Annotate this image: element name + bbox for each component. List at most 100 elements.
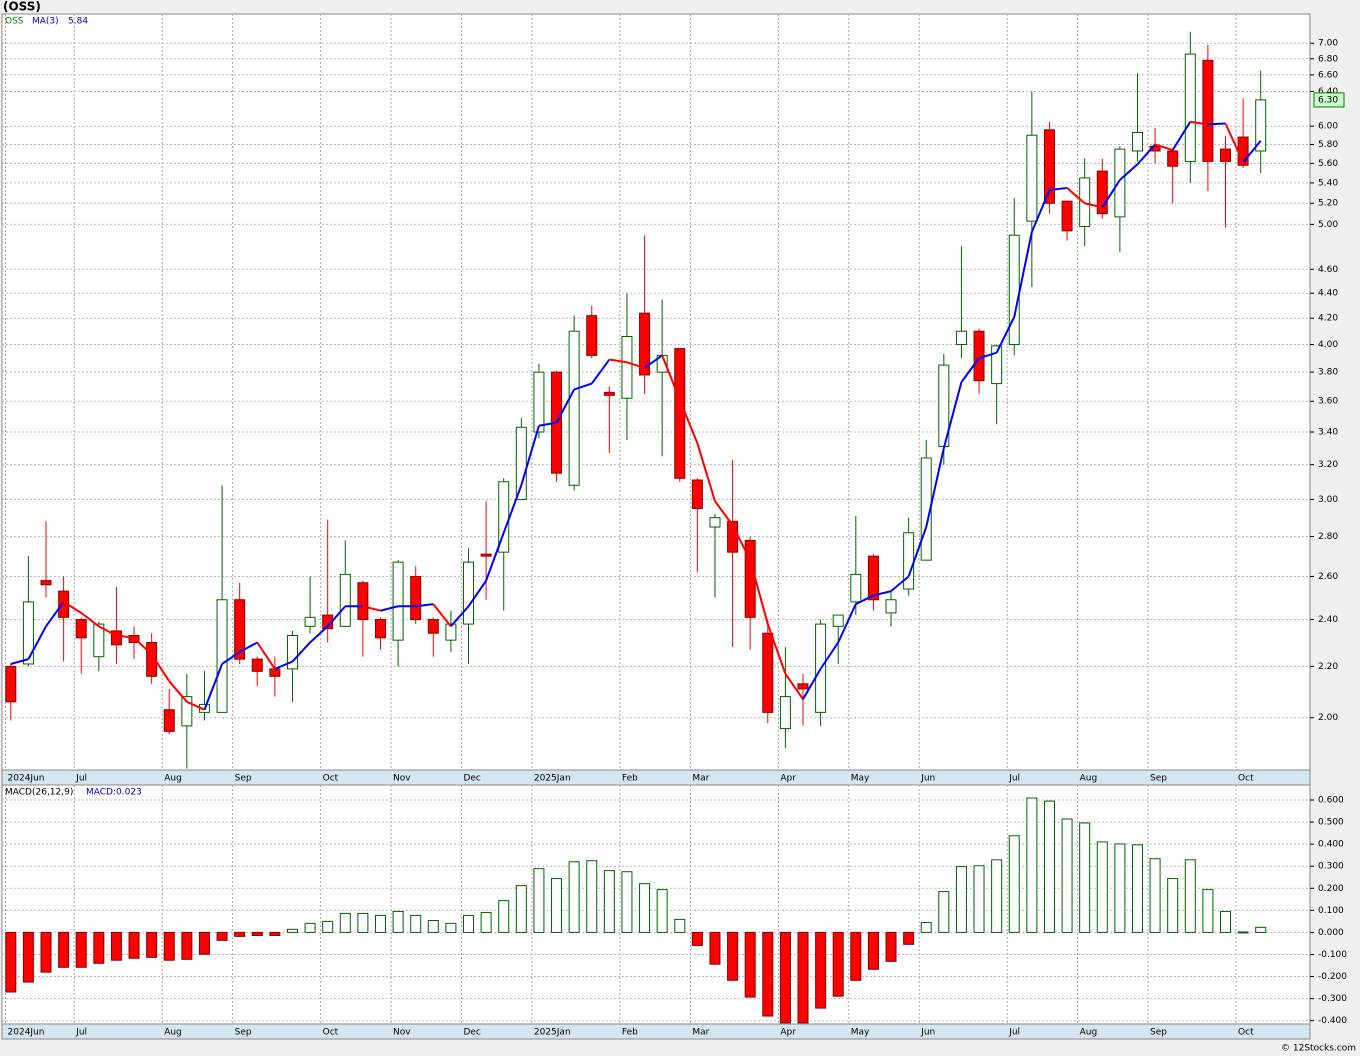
macd-bar — [515, 885, 527, 933]
legend-name: MACD(26,12,9) — [5, 788, 73, 798]
y-tick-label: -0.400 — [1318, 1016, 1347, 1026]
macd-bar — [938, 891, 950, 933]
candle-body — [110, 630, 122, 646]
x-tick-label: May — [851, 774, 870, 784]
ma-segment — [714, 500, 734, 526]
y-tick-label: 6.60 — [1318, 70, 1338, 80]
y-tick-label: 4.00 — [1318, 340, 1338, 350]
y-tick-label: 6.00 — [1318, 122, 1338, 132]
ma-segment — [925, 447, 945, 528]
ma-segment — [362, 605, 381, 612]
y-tick-label: 0.600 — [1318, 796, 1344, 806]
y-tick-label: 6.80 — [1318, 54, 1338, 64]
last-price-label: 6.30 — [1318, 95, 1338, 105]
legend-value: MACD:0.023 — [86, 788, 142, 798]
ma-segment — [802, 668, 822, 700]
macd-bar — [1043, 800, 1055, 933]
candle-body — [991, 345, 1003, 385]
macd-bar — [463, 914, 475, 933]
macd-bar — [5, 931, 17, 993]
ma-segment — [609, 358, 628, 364]
macd-bar — [304, 922, 316, 933]
y-tick-label: 0.500 — [1318, 818, 1344, 828]
ma-segment — [960, 357, 980, 383]
y-tick-label: 0.000 — [1318, 928, 1344, 938]
ma-segment — [1207, 122, 1226, 126]
candle-body — [1131, 132, 1143, 152]
y-tick-label: 0.300 — [1318, 862, 1344, 872]
ma-segment — [432, 603, 452, 627]
y-tick-label: 2.40 — [1318, 615, 1338, 625]
macd-bar — [445, 922, 457, 933]
ma-segment — [749, 559, 769, 625]
macd-bar — [216, 931, 228, 941]
ma-segment — [766, 623, 787, 675]
macd-bar — [568, 861, 580, 933]
macd-bar — [410, 914, 422, 933]
ma-segment — [907, 526, 928, 577]
ma-segment — [1049, 186, 1068, 191]
ma-segment — [1190, 120, 1209, 126]
candle-body — [867, 555, 879, 601]
candle-body — [146, 641, 158, 677]
x-tick-label: Dec — [463, 774, 480, 784]
candle-body — [1096, 170, 1108, 215]
ma-segment — [326, 605, 347, 627]
candle-body — [797, 683, 809, 690]
candle-body — [515, 426, 527, 500]
macd-bar — [1237, 931, 1249, 934]
macd-bar — [1096, 841, 1108, 933]
legend-ma: MA(3) — [32, 17, 59, 27]
ma-segment — [590, 358, 611, 385]
candle-body — [392, 561, 404, 641]
x-tick-label: Mar — [692, 1028, 709, 1038]
macd-bar — [1184, 859, 1196, 933]
macd-bar — [93, 931, 105, 964]
macd-bar — [762, 931, 774, 1017]
date-strip — [1, 769, 1311, 786]
candle-body — [1167, 150, 1179, 167]
macd-bar — [181, 931, 193, 960]
macd-bar — [885, 931, 897, 962]
macd-bar — [903, 931, 915, 945]
ma-segment — [63, 601, 82, 614]
candle-body — [304, 616, 316, 627]
ma-segment — [573, 382, 593, 391]
candle-body — [955, 330, 967, 346]
y-tick-label: 2.60 — [1318, 572, 1338, 582]
x-tick-label: Aug — [164, 1028, 182, 1038]
candle-body — [286, 635, 298, 670]
ma-segment — [520, 425, 540, 486]
candle-body — [586, 315, 598, 356]
candle-body — [427, 619, 439, 634]
x-tick-label: Oct — [323, 1028, 339, 1038]
candle-body — [973, 330, 985, 382]
candle-body — [216, 599, 228, 713]
ma-segment — [1154, 143, 1173, 152]
ma-segment — [45, 601, 65, 627]
candle-body — [463, 561, 475, 625]
x-tick-label: Aug — [1080, 1028, 1098, 1038]
ma-segment — [380, 605, 399, 612]
candle-body — [163, 709, 175, 732]
x-tick-label: May — [851, 1028, 870, 1038]
macd-bar — [1061, 818, 1073, 933]
x-tick-label: 2024Jun — [8, 774, 45, 784]
macd-bar — [797, 931, 809, 1024]
ma-segment — [10, 658, 29, 665]
macd-bar — [551, 878, 563, 933]
candle-body — [674, 348, 686, 479]
macd-bar — [1255, 926, 1267, 933]
candle-body — [181, 696, 193, 727]
candle-body — [1202, 59, 1214, 162]
ma-segment — [1101, 179, 1121, 208]
macd-bar — [234, 931, 246, 937]
x-tick-label: Nov — [393, 774, 411, 784]
y-tick-label: 5.60 — [1318, 159, 1338, 169]
candle-body — [762, 632, 774, 713]
macd-bar — [427, 919, 439, 933]
macd-bar — [374, 914, 386, 933]
macd-bar — [920, 921, 932, 933]
macd-bar — [198, 931, 210, 955]
y-tick-label: 5.20 — [1318, 199, 1338, 209]
